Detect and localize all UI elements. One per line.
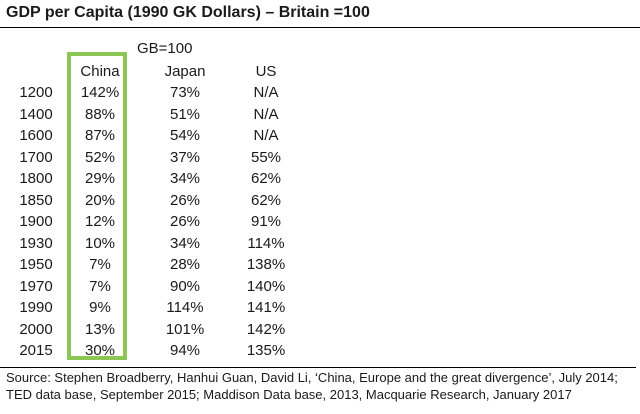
us-cell: N/A [253, 127, 279, 144]
us-cell: 62% [250, 170, 282, 187]
japan-cell: 114% [166, 299, 204, 316]
japan-cell: 94% [169, 342, 201, 359]
china-cell: 9% [89, 299, 111, 316]
source-divider [0, 367, 636, 368]
china-cell: 7% [89, 256, 111, 273]
source-line: TED data base, September 2015; Maddison … [6, 387, 572, 402]
china-cell: 142% [80, 84, 120, 101]
year-cell: 1600 [19, 127, 53, 144]
us-cell: 135% [246, 342, 286, 359]
us-cell: 141% [246, 299, 286, 316]
us-cell: 140% [246, 277, 286, 295]
china-cell: 13% [84, 320, 116, 338]
table-row: 1200 142% 73% N/A [0, 84, 640, 105]
year-cell: 1990 [19, 299, 53, 316]
table-row: 1600 87% 54% N/A [0, 127, 640, 148]
year-cell: 1850 [19, 191, 53, 209]
china-cell: 7% [89, 277, 111, 295]
japan-cell: 51% [169, 105, 201, 123]
table-row: 1700 52% 37% 55% [0, 149, 640, 170]
table-row: 1800 29% 34% 62% [0, 170, 640, 191]
table-row: 2015 30% 94% 135% [0, 342, 640, 363]
china-column-highlight [67, 52, 127, 360]
table-row: 1990 9% 114% 141% [0, 299, 640, 320]
japan-cell: 26% [169, 191, 201, 209]
japan-cell: 54% [169, 127, 201, 144]
table-row: 1930 10% 34% 114% [0, 235, 640, 256]
year-cell: 2015 [19, 342, 53, 359]
japan-cell: 34% [169, 234, 201, 252]
china-cell: 12% [84, 213, 116, 230]
table-row: 2000 13% 101% 142% [0, 321, 640, 342]
us-cell: 142% [246, 320, 286, 338]
us-cell: 91% [250, 213, 282, 230]
year-cell: 2000 [19, 320, 53, 338]
year-cell: 1950 [19, 256, 53, 273]
china-cell: 10% [84, 234, 116, 252]
china-cell: 29% [84, 170, 116, 187]
japan-cell: 26% [169, 213, 201, 230]
source-note: Source: Stephen Broadberry, Hanhui Guan,… [6, 369, 638, 403]
china-cell: 87% [84, 127, 116, 144]
us-cell: N/A [253, 105, 279, 123]
china-cell: 52% [84, 148, 116, 166]
year-cell: 1970 [19, 277, 53, 295]
year-cell: 1200 [19, 84, 53, 101]
us-cell: 114% [247, 234, 285, 252]
header-note: GB=100 [137, 40, 193, 57]
us-cell: 55% [250, 148, 282, 166]
table-row: 1900 12% 26% 91% [0, 213, 640, 234]
japan-cell: 90% [169, 277, 201, 295]
column-header-japan: Japan [164, 63, 206, 80]
japan-cell: 28% [169, 256, 201, 273]
year-cell: 1800 [19, 170, 53, 187]
us-cell: 138% [246, 256, 286, 273]
column-header-us: US [255, 63, 277, 80]
table-row: 1400 88% 51% N/A [0, 106, 640, 127]
japan-cell: 101% [165, 320, 205, 338]
japan-cell: 34% [169, 170, 201, 187]
table-title: GDP per Capita (1990 GK Dollars) – Brita… [6, 4, 370, 21]
japan-cell: 37% [169, 148, 201, 166]
title-divider [0, 27, 640, 28]
source-line: Source: Stephen Broadberry, Hanhui Guan,… [6, 370, 618, 385]
year-cell: 1900 [19, 213, 53, 230]
us-cell: N/A [253, 84, 279, 101]
table-row: 1950 7% 28% 138% [0, 256, 640, 277]
column-header-china: China [80, 63, 120, 80]
china-cell: 88% [84, 105, 116, 123]
china-cell: 30% [84, 342, 116, 359]
table-row: 1850 20% 26% 62% [0, 192, 640, 213]
china-cell: 20% [84, 191, 116, 209]
table-row: 1970 7% 90% 140% [0, 278, 640, 299]
us-cell: 62% [250, 191, 282, 209]
year-cell: 1700 [19, 148, 53, 166]
year-cell: 1930 [19, 234, 53, 252]
year-cell: 1400 [19, 105, 53, 123]
japan-cell: 73% [169, 84, 201, 101]
